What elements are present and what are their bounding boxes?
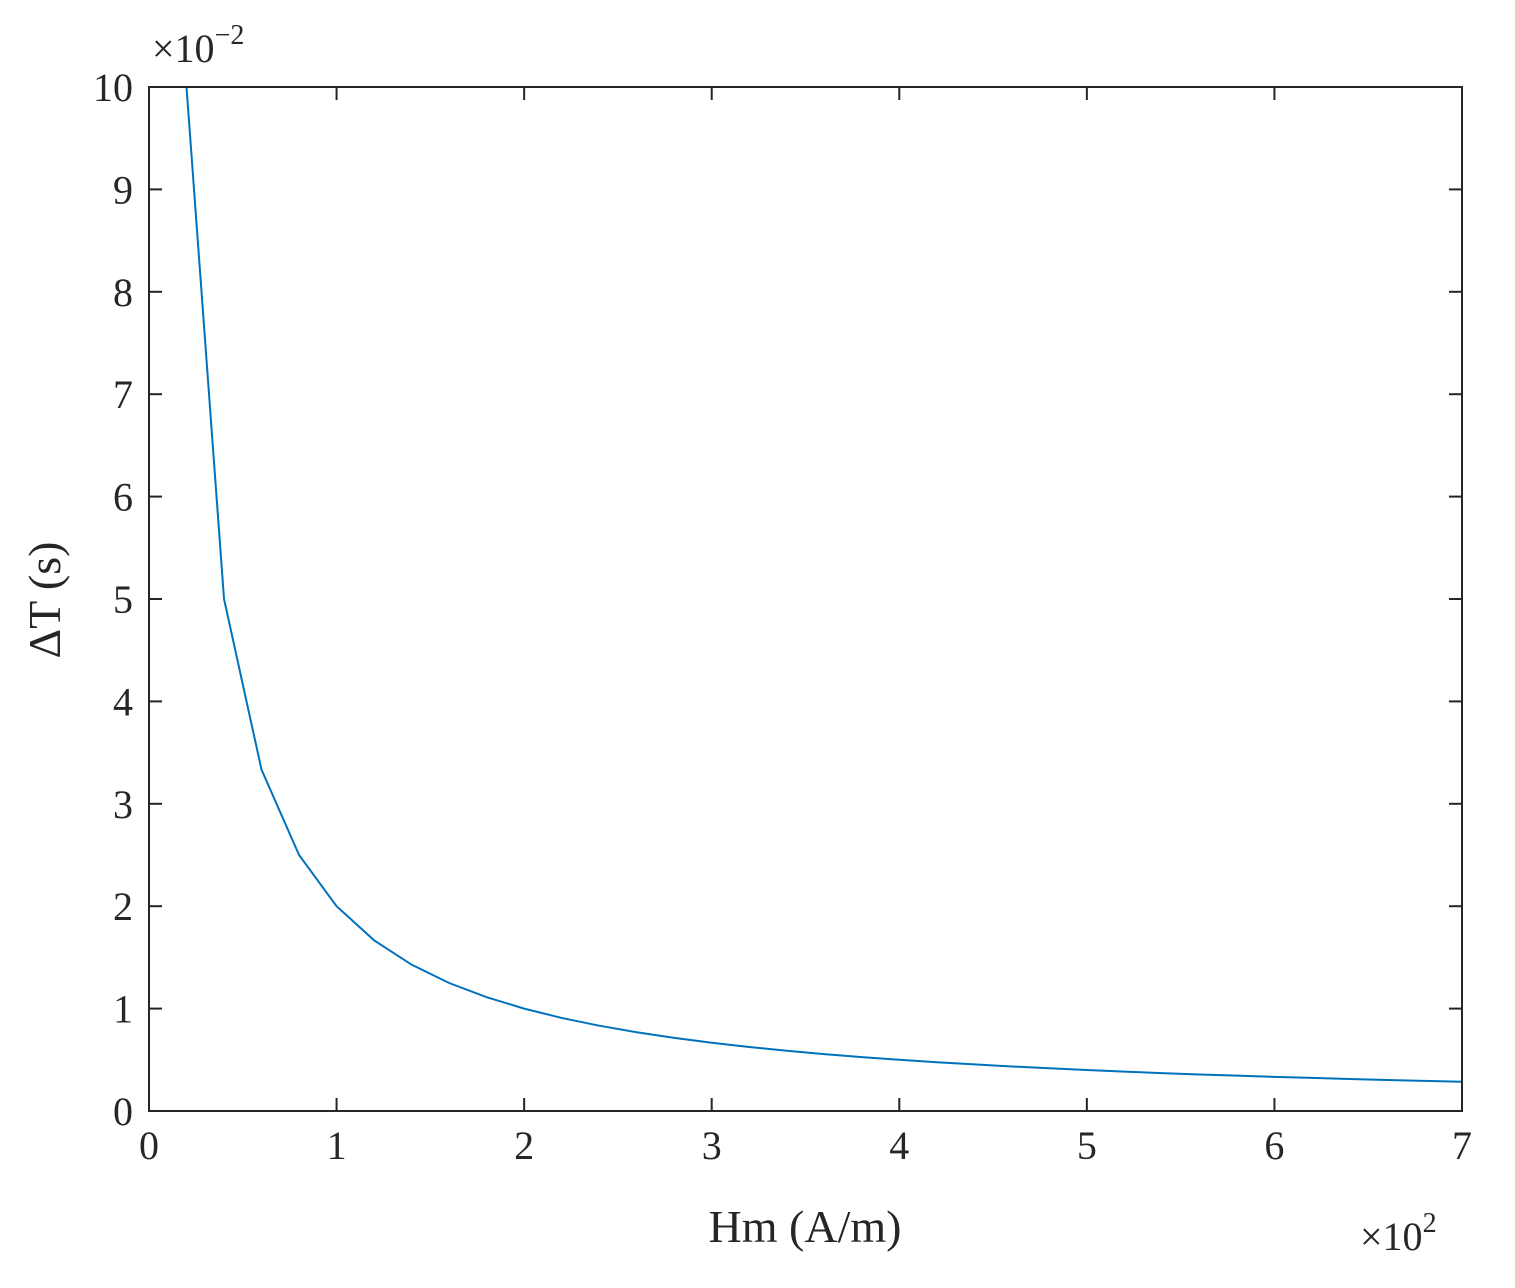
plot-layer	[185, 87, 1462, 1083]
y-tick-label: 6	[113, 475, 133, 520]
x-multiplier-exponent: 2	[1423, 1208, 1437, 1239]
x-axis-multiplier: ×102	[1360, 1208, 1437, 1259]
y-tick-label: 10	[93, 65, 133, 110]
labels-layer: Hm (A/m) ΔT (s) ×10−2 ×102	[19, 20, 1437, 1259]
series-line-1	[185, 87, 1462, 1083]
y-tick-label: 0	[113, 1089, 133, 1134]
y-tick-label: 9	[113, 167, 133, 212]
x-axis-label: Hm (A/m)	[709, 1201, 902, 1252]
y-tick-label: 2	[113, 884, 133, 929]
x-tick-label: 2	[514, 1123, 534, 1168]
x-multiplier-base: ×10	[1360, 1214, 1423, 1259]
y-multiplier-base: ×10	[152, 26, 215, 71]
y-multiplier-exponent: −2	[215, 20, 245, 51]
y-tick-label: 8	[113, 270, 133, 315]
x-tick-label: 7	[1452, 1123, 1472, 1168]
x-tick-label: 1	[327, 1123, 347, 1168]
x-tick-label: 6	[1264, 1123, 1284, 1168]
x-tick-label: 3	[702, 1123, 722, 1168]
y-tick-label: 7	[113, 372, 133, 417]
y-tick-label: 4	[113, 679, 133, 724]
axes-layer: 0 1 2 3 4 5 6 7 0 1 2 3 4 5 6 7 8 9 10	[93, 65, 1472, 1168]
y-tick-label: 5	[113, 577, 133, 622]
y-axis-label: ΔT (s)	[19, 542, 70, 659]
x-tick-label: 4	[889, 1123, 909, 1168]
y-axis-multiplier: ×10−2	[152, 20, 244, 71]
y-tick-label: 1	[113, 987, 133, 1032]
x-tick-label: 0	[139, 1123, 159, 1168]
x-tick-label: 5	[1077, 1123, 1097, 1168]
y-tick-label: 3	[113, 782, 133, 827]
